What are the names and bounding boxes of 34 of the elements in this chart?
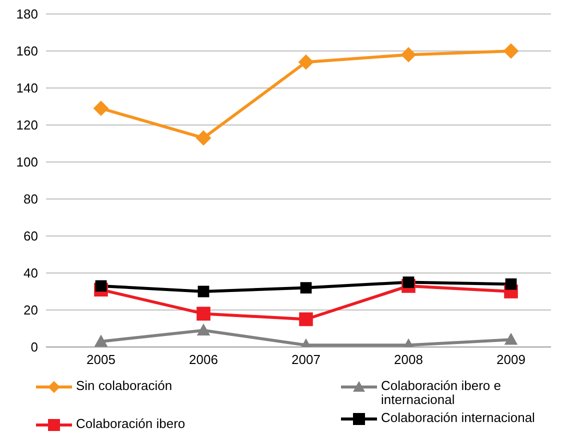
point <box>95 280 107 292</box>
point <box>94 100 108 116</box>
point <box>504 333 518 345</box>
point <box>196 130 211 146</box>
point <box>300 282 312 294</box>
y-tick-label: 0 <box>30 340 38 355</box>
point <box>196 306 210 321</box>
x-tick-label: 2006 <box>189 352 218 368</box>
legend-label: Sin colaboración <box>76 378 172 393</box>
y-tick-label: 20 <box>24 302 38 318</box>
legend-label: Colaboración ibero e internacional <box>381 378 502 407</box>
x-tick-label: 2009 <box>496 352 526 368</box>
x-tick-label: 2008 <box>394 352 423 368</box>
point <box>401 47 416 62</box>
point <box>197 324 210 336</box>
point <box>94 335 108 347</box>
legend-label: Colaboración internacional <box>381 410 535 425</box>
y-tick-label: 140 <box>16 80 38 96</box>
y-tick-label: 80 <box>24 192 38 207</box>
x-tick-label: 2005 <box>86 352 116 368</box>
legend-label: Colaboración ibero <box>76 416 186 431</box>
point <box>198 286 210 298</box>
y-tick-label: 180 <box>16 6 38 22</box>
point <box>505 278 517 290</box>
point <box>298 54 314 70</box>
point <box>402 276 414 288</box>
y-tick-label: 40 <box>24 266 38 281</box>
x-tick-label: 2007 <box>292 352 320 368</box>
point <box>504 44 518 58</box>
y-tick-label: 120 <box>16 118 38 133</box>
point <box>299 312 313 326</box>
y-tick-label: 100 <box>16 154 38 170</box>
y-tick-label: 60 <box>24 228 38 244</box>
y-tick-label: 160 <box>16 44 38 59</box>
